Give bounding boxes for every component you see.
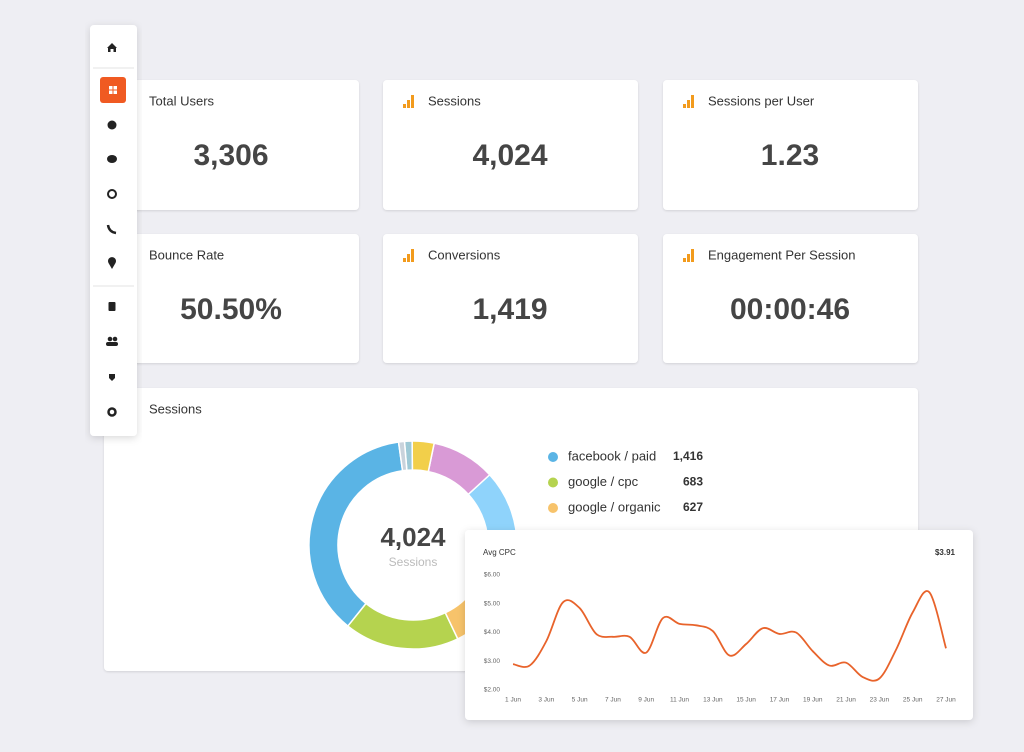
legend-label: google / organic [568, 499, 661, 514]
cpc-line [512, 590, 947, 682]
card-summary: $3.91 [935, 548, 956, 557]
y-tick-label: $3.00 [484, 658, 501, 665]
x-tick-label: 17 Jun [770, 697, 790, 704]
kpi-card [383, 80, 638, 210]
users-icon[interactable] [106, 336, 118, 346]
sidebar [90, 25, 137, 436]
kpi-value: 4,024 [472, 139, 547, 172]
kpi-value: 50.50% [180, 293, 282, 326]
kpi-card [383, 234, 638, 363]
legend-swatch [548, 477, 558, 488]
kpi-title: Conversions [428, 247, 501, 262]
location-icon[interactable] [108, 257, 116, 269]
donut-total-label: Sessions [389, 555, 438, 569]
legend-label: facebook / paid [568, 448, 656, 463]
kpi-value: 3,306 [193, 139, 268, 172]
kpi-title: Sessions per User [708, 93, 815, 108]
kpi-title: Bounce Rate [149, 247, 224, 262]
x-tick-label: 25 Jun [903, 697, 923, 704]
kpi-value: 1.23 [761, 139, 819, 172]
legend-label: google / cpc [568, 474, 639, 489]
legend-swatch [548, 452, 558, 462]
legend-value: 627 [683, 500, 703, 514]
kpi-card [104, 234, 359, 363]
x-tick-label: 11 Jun [670, 697, 689, 704]
mentions-icon[interactable] [107, 189, 117, 199]
kpi-card [104, 80, 359, 210]
settings-icon[interactable] [107, 407, 117, 417]
kpi-title: Total Users [149, 93, 215, 108]
cpc-card [465, 530, 973, 720]
card-title: Avg CPC [483, 548, 516, 557]
x-tick-label: 7 Jun [605, 697, 621, 704]
reports-icon[interactable] [107, 120, 117, 130]
card-title: Sessions [149, 401, 202, 416]
legend: facebook / paid 1,416 google / cpc 683 googl… [548, 448, 703, 514]
kpi-title: Sessions [428, 93, 481, 108]
donut-segment [397, 440, 408, 472]
x-tick-label: 19 Jun [803, 697, 823, 704]
home-icon[interactable] [107, 43, 117, 52]
kpi-title: Engagement Per Session [708, 247, 855, 262]
document-icon[interactable] [108, 302, 116, 311]
legend-value: 683 [683, 475, 703, 489]
kpi-value: 1,419 [472, 293, 547, 326]
x-tick-label: 23 Jun [870, 697, 890, 704]
y-tick-label: $5.00 [484, 600, 501, 607]
plug-icon[interactable] [109, 374, 115, 381]
line-chart: $2.00 $3.00 $4.00 $5.00 $6.00 1 Jun 3 Jun 5 Jun… [484, 572, 956, 704]
x-tick-label: 27 Jun [936, 697, 956, 704]
kpi-card [663, 234, 918, 363]
analytics-icons [403, 95, 694, 262]
x-tick-label: 5 Jun [572, 697, 588, 704]
x-tick-label: 15 Jun [736, 697, 756, 704]
x-tick-label: 9 Jun [638, 697, 654, 704]
legend-value: 1,416 [673, 449, 703, 463]
kpi-cards: Total Users 3,306 Sessions 4,024 Session… [104, 80, 918, 363]
y-tick-label: $4.00 [484, 629, 501, 636]
calls-icon[interactable] [106, 224, 117, 235]
y-tick-label: $6.00 [484, 572, 501, 579]
x-tick-label: 13 Jun [703, 697, 723, 704]
chat-icon[interactable] [107, 155, 117, 163]
dashboard-icon[interactable] [100, 77, 126, 103]
kpi-card [663, 80, 918, 210]
x-tick-label: 21 Jun [836, 697, 856, 704]
legend-swatch [548, 503, 558, 513]
donut-total: 4,024 [380, 522, 446, 552]
x-tick-label: 3 Jun [538, 697, 554, 704]
kpi-value: 00:00:46 [730, 293, 850, 326]
sidebar-icons [93, 43, 134, 417]
x-tick-label: 1 Jun [505, 697, 521, 704]
y-tick-label: $2.00 [484, 687, 501, 694]
